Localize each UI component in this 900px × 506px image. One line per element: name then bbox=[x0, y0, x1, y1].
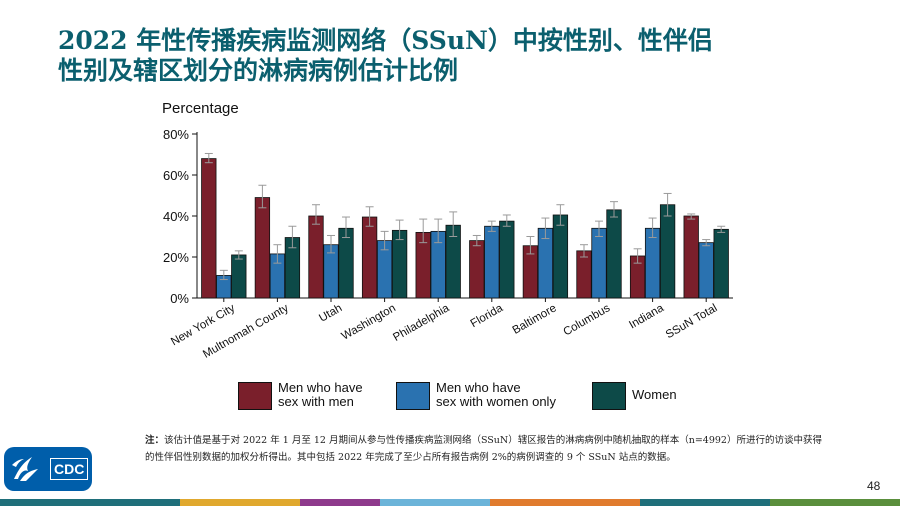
stripe-segment bbox=[770, 499, 900, 506]
x-category-label: Indiana bbox=[627, 302, 666, 332]
bar bbox=[231, 254, 247, 299]
footnote-label: 注： bbox=[145, 435, 165, 446]
slide-title-line-1: 2022 年性传播疾病监测网络（SSuN）中按性别、性伴侣 bbox=[58, 26, 713, 55]
bar bbox=[644, 227, 661, 299]
cdc-logo: CDC bbox=[4, 447, 92, 491]
legend-label-msw: Men who have sex with women only bbox=[436, 380, 556, 409]
bar bbox=[659, 204, 676, 299]
stripe-segment bbox=[0, 499, 180, 506]
x-category-label: Philadelphia bbox=[391, 302, 452, 344]
x-category-label: SSuN Total bbox=[664, 302, 720, 341]
x-category-label: Florida bbox=[469, 302, 506, 330]
y-tick-label: 80% bbox=[163, 127, 189, 142]
bar bbox=[576, 250, 592, 299]
stripe-segment bbox=[180, 499, 300, 506]
legend-swatch-msw bbox=[396, 382, 430, 410]
bar bbox=[201, 158, 217, 299]
hhs-eagle-icon bbox=[12, 457, 38, 481]
x-category-label: Utah bbox=[317, 302, 344, 325]
stripe-segment bbox=[640, 499, 770, 506]
x-category-label: Baltimore bbox=[511, 302, 559, 337]
bar bbox=[308, 215, 324, 299]
bar bbox=[499, 220, 515, 299]
stripe-segment bbox=[300, 499, 380, 506]
legend-swatch-msm bbox=[238, 382, 272, 410]
slide-title: 2022 年性传播疾病监测网络（SSuN）中按性别、性伴侣 性别及辖区划分的淋病… bbox=[58, 26, 858, 86]
y-tick-label: 20% bbox=[163, 250, 189, 265]
stripe-segment bbox=[380, 499, 490, 506]
y-tick-label: 0% bbox=[170, 291, 189, 306]
bar bbox=[591, 227, 607, 299]
bar bbox=[361, 216, 378, 299]
bar bbox=[713, 228, 729, 299]
page-number: 48 bbox=[867, 479, 881, 493]
bar bbox=[606, 209, 622, 299]
cdc-logo-text: CDC bbox=[50, 458, 89, 480]
stripe-segment bbox=[490, 499, 640, 506]
x-category-label: Columbus bbox=[561, 302, 612, 338]
slide-title-line-2: 性别及辖区划分的淋病病例估计比例 bbox=[58, 56, 459, 85]
y-tick-label: 60% bbox=[163, 168, 189, 183]
legend-label-women: Women bbox=[632, 387, 677, 402]
footnote-text: 该估计值是基于对 2022 年 1 月至 12 月期间从参与性传播疾病监测网络（… bbox=[145, 435, 822, 463]
bar bbox=[469, 240, 485, 299]
legend-label-msm: Men who have sex with men bbox=[278, 380, 363, 409]
bar bbox=[484, 225, 500, 299]
bar bbox=[683, 215, 699, 299]
footnote: 注：该估计值是基于对 2022 年 1 月至 12 月期间从参与性传播疾病监测网… bbox=[145, 432, 825, 466]
y-tick-label: 40% bbox=[163, 209, 189, 224]
bar bbox=[338, 227, 354, 299]
legend-swatch-women bbox=[592, 382, 626, 410]
bar bbox=[391, 229, 408, 299]
x-category-label: Washington bbox=[340, 302, 398, 343]
y-axis-label: Percentage bbox=[162, 100, 239, 117]
bar bbox=[254, 197, 271, 299]
bar bbox=[698, 242, 714, 299]
footer-color-stripe bbox=[0, 499, 900, 506]
bar bbox=[552, 214, 569, 299]
